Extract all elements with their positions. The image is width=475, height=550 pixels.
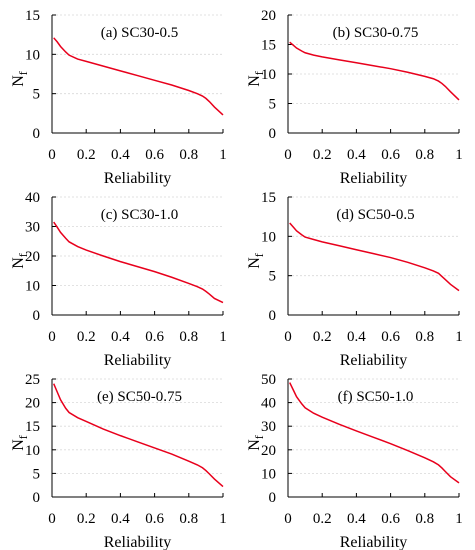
y-tick-label: 10 (25, 443, 40, 459)
y-tick-label: 5 (269, 269, 277, 285)
x-tick-label: 0 (48, 329, 56, 345)
x-tick-label: 0.6 (145, 329, 164, 345)
y-tick-label: 20 (261, 8, 276, 24)
y-axis-label: Nf (10, 253, 30, 269)
y-axis-label: Nf (246, 71, 266, 87)
y-tick-label: 30 (25, 220, 40, 236)
y-tick-label: 15 (261, 38, 276, 54)
y-tick-label: 25 (25, 372, 40, 388)
x-tick-label: 0.2 (77, 147, 96, 163)
chart-panel: 0 5 10 15 0 0.2 0.4 0.6 0.8 1 (d) SC50-0.5 Reliabil… (246, 190, 463, 369)
y-axis-label: Nf (10, 435, 30, 451)
x-tick-label: 0.6 (381, 511, 400, 527)
chart-panel: 0 5 10 15 20 25 0 0.2 0.4 0.6 0.8 1 (e) SC50-0.75 Rel… (10, 372, 227, 550)
y-tick-label: 15 (25, 8, 40, 24)
panel-title: (f) SC50-1.0 (338, 389, 414, 405)
x-tick-label: 0.6 (145, 511, 164, 527)
x-tick-label: 0.4 (111, 511, 130, 527)
x-tick-label: 0.4 (347, 147, 366, 163)
y-tick-label: 40 (25, 190, 40, 206)
y-axis-label: Nf (10, 71, 30, 87)
x-tick-label: 0.2 (77, 329, 96, 345)
x-tick-label: 0 (284, 329, 292, 345)
chart-panel: 0 5 10 15 0 0.2 0.4 0.6 0.8 1 (a) SC30-0.5 Reliabil… (10, 8, 227, 187)
y-tick-label: 20 (25, 249, 40, 265)
x-tick-label: 0.6 (381, 147, 400, 163)
x-tick-label: 0.8 (179, 329, 198, 345)
chart-panel: 0 5 10 15 20 0 0.2 0.4 0.6 0.8 1 (b) SC30-0.75 Relia… (246, 8, 463, 187)
y-tick-label: 10 (261, 67, 276, 83)
chart-panel: 0 10 20 30 40 50 0 0.2 0.4 0.6 0.8 1 (f) SC50-1.0 Rel… (246, 372, 463, 550)
x-tick-label: 0.2 (313, 147, 332, 163)
x-axis-label: Reliability (104, 534, 172, 550)
x-tick-label: 0.2 (313, 329, 332, 345)
series-line (289, 382, 460, 484)
panel-title: (c) SC30-1.0 (101, 207, 179, 223)
x-axis-label: Reliability (104, 352, 172, 369)
x-tick-label: 1 (455, 511, 463, 527)
x-tick-label: 1 (455, 329, 463, 345)
x-tick-label: 0.8 (415, 147, 434, 163)
x-tick-label: 0 (284, 511, 292, 527)
x-tick-label: 1 (219, 329, 227, 345)
x-tick-label: 0.6 (145, 147, 164, 163)
y-tick-label: 0 (269, 490, 277, 506)
y-tick-label: 0 (33, 490, 41, 506)
x-axis-label: Reliability (104, 170, 172, 187)
y-tick-label: 5 (269, 97, 277, 113)
y-tick-label: 15 (25, 419, 40, 435)
x-tick-label: 0.8 (415, 329, 434, 345)
y-tick-label: 20 (261, 443, 276, 459)
x-tick-label: 0 (284, 147, 292, 163)
x-tick-label: 1 (455, 147, 463, 163)
y-tick-label: 10 (25, 279, 40, 295)
y-tick-label: 10 (261, 229, 276, 245)
x-tick-label: 0.6 (381, 329, 400, 345)
y-tick-label: 20 (25, 396, 40, 412)
panel-title: (b) SC30-0.75 (333, 25, 419, 41)
panel-title: (e) SC50-0.75 (97, 389, 182, 405)
y-tick-label: 5 (33, 466, 41, 482)
x-tick-label: 0.2 (313, 511, 332, 527)
x-tick-label: 1 (219, 511, 227, 527)
y-tick-label: 40 (261, 396, 276, 412)
x-tick-label: 0.8 (415, 511, 434, 527)
y-axis-label: Nf (246, 435, 266, 451)
y-tick-label: 15 (261, 190, 276, 206)
y-axis-label: Nf (246, 253, 266, 269)
y-tick-label: 10 (25, 47, 40, 63)
series-line (289, 41, 460, 101)
x-tick-label: 0.8 (179, 147, 198, 163)
y-tick-label: 30 (261, 419, 276, 435)
y-tick-label: 0 (269, 308, 277, 324)
x-tick-label: 0.2 (77, 511, 96, 527)
x-axis-label: Reliability (340, 170, 408, 187)
y-tick-label: 0 (33, 126, 41, 142)
x-tick-label: 0 (48, 511, 56, 527)
panel-title: (d) SC50-0.5 (336, 207, 414, 223)
y-tick-label: 5 (33, 87, 41, 103)
panel-title: (a) SC30-0.5 (101, 25, 179, 41)
x-tick-label: 0.4 (347, 511, 366, 527)
y-tick-label: 50 (261, 372, 276, 388)
y-tick-label: 10 (261, 466, 276, 482)
chart-panel: 0 10 20 30 40 0 0.2 0.4 0.6 0.8 1 (c) SC30-1.0 Relia… (10, 190, 227, 369)
x-tick-label: 0.4 (111, 329, 130, 345)
series-line (289, 222, 460, 292)
series-line (53, 37, 224, 116)
x-tick-label: 1 (219, 147, 227, 163)
x-axis-label: Reliability (340, 352, 408, 369)
x-tick-label: 0.4 (111, 147, 130, 163)
x-tick-label: 0.8 (179, 511, 198, 527)
y-tick-label: 0 (269, 126, 277, 142)
x-axis-label: Reliability (340, 534, 408, 550)
x-tick-label: 0 (48, 147, 56, 163)
series-line (53, 383, 224, 488)
x-tick-label: 0.4 (347, 329, 366, 345)
series-line (53, 221, 224, 304)
y-tick-label: 0 (33, 308, 41, 324)
